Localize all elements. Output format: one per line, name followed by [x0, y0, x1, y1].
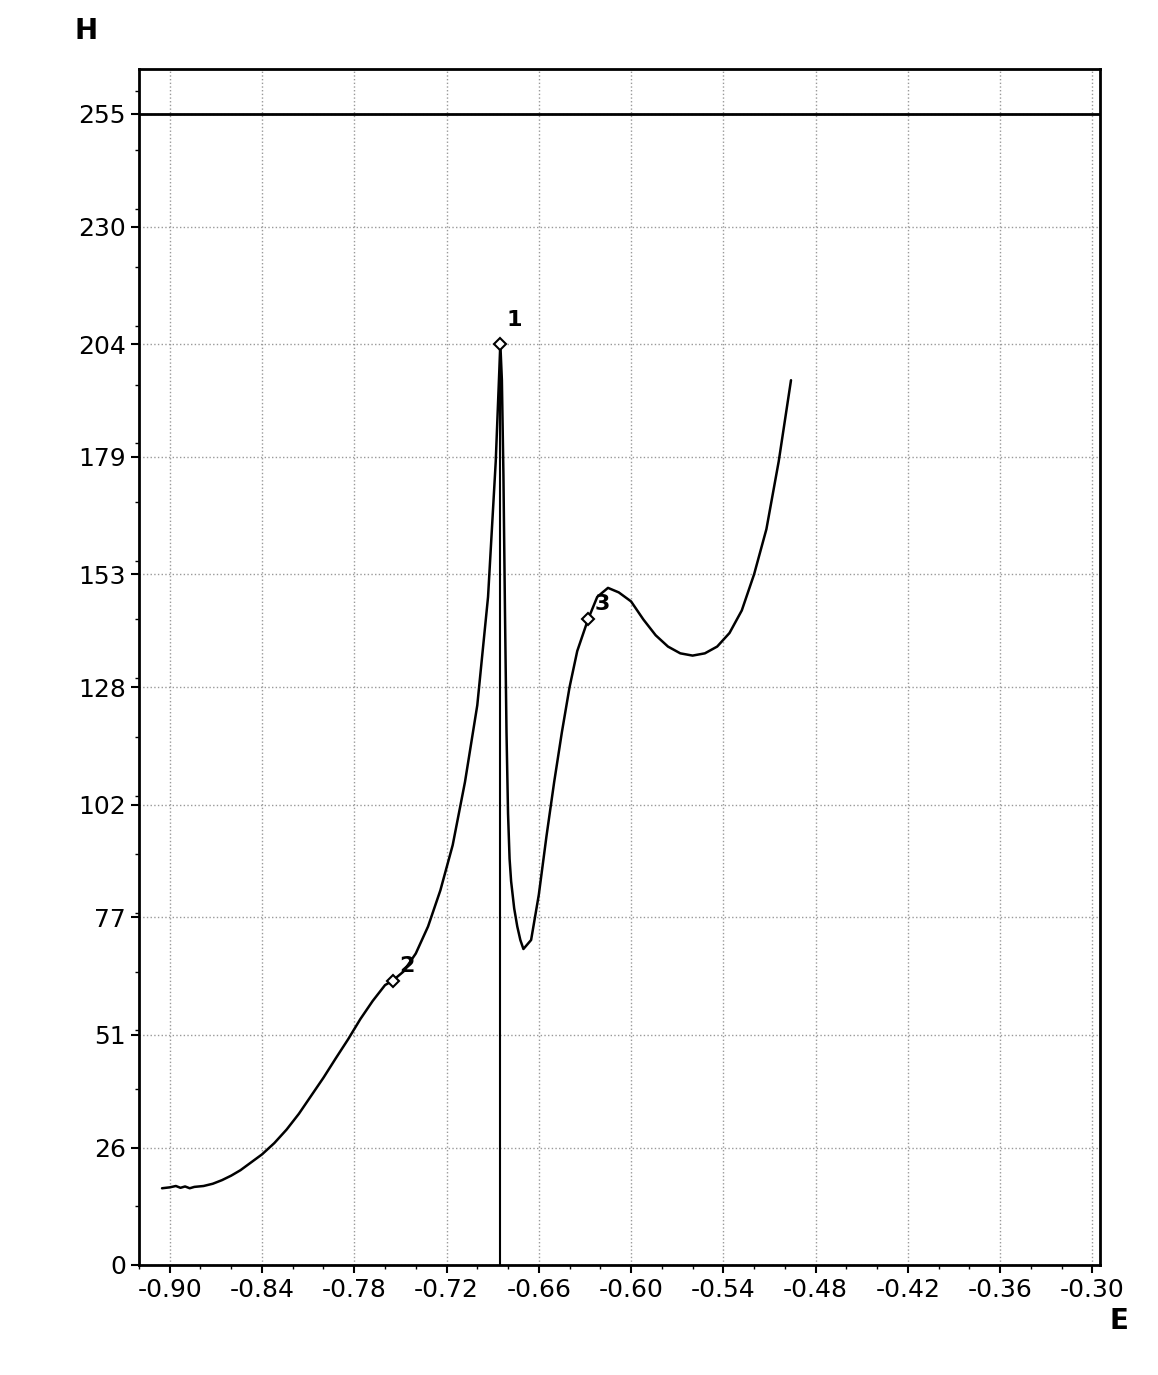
Text: 2: 2	[398, 956, 415, 976]
Y-axis label: H: H	[74, 16, 97, 45]
Text: 3: 3	[594, 594, 609, 615]
Text: 1: 1	[506, 309, 522, 330]
X-axis label: E: E	[1109, 1306, 1129, 1335]
